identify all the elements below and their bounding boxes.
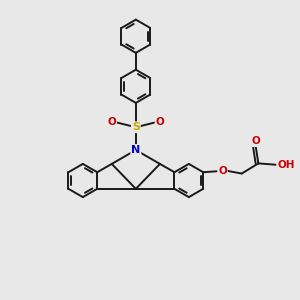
Text: OH: OH [277, 160, 295, 170]
Text: N: N [131, 145, 140, 155]
Text: O: O [251, 136, 260, 146]
Text: O: O [107, 117, 116, 128]
Text: S: S [132, 122, 140, 132]
Text: O: O [155, 117, 164, 128]
Text: H: H [279, 161, 287, 171]
Text: O: O [218, 166, 227, 176]
